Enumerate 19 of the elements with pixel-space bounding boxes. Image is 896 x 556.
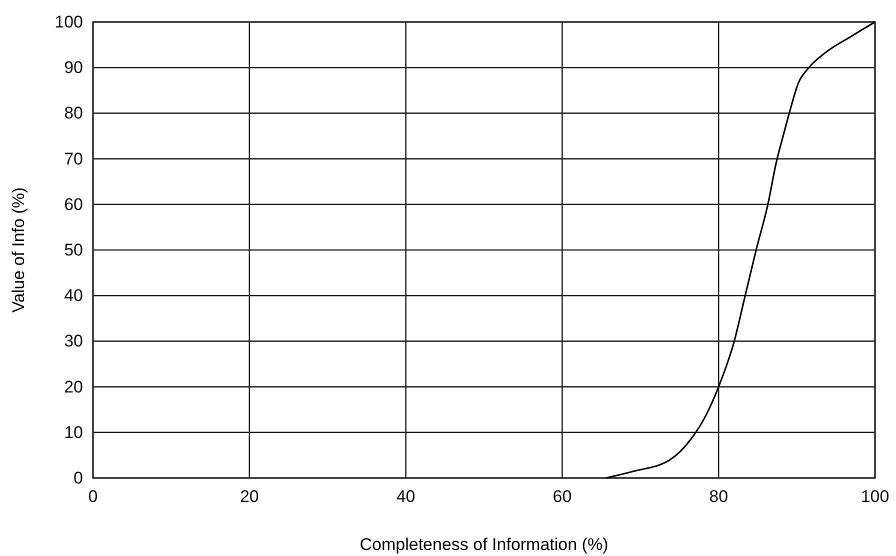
- y-tick-label: 70: [64, 149, 83, 168]
- y-tick-label: 100: [54, 12, 83, 32]
- x-tick-label: 80: [709, 487, 728, 506]
- y-tick-label: 0: [74, 468, 83, 488]
- y-tick-label: 10: [64, 422, 83, 442]
- y-tick-label: 20: [64, 377, 83, 396]
- y-tick-label: 30: [64, 332, 83, 351]
- y-tick-label: 60: [64, 194, 83, 214]
- y-axis-title: Value of Info (%): [9, 187, 28, 313]
- x-tick-label: 20: [240, 487, 259, 506]
- y-tick-label: 50: [64, 240, 83, 260]
- x-tick-label: 0: [88, 487, 98, 506]
- y-tick-label: 80: [64, 104, 83, 123]
- x-tick-label: 60: [552, 487, 572, 506]
- y-tick-label: 40: [64, 286, 83, 306]
- x-tick-label: 40: [396, 487, 416, 506]
- x-tick-label: 100: [860, 487, 890, 506]
- x-axis-title: Completeness of Information (%): [360, 535, 608, 554]
- y-tick-label: 90: [64, 58, 83, 78]
